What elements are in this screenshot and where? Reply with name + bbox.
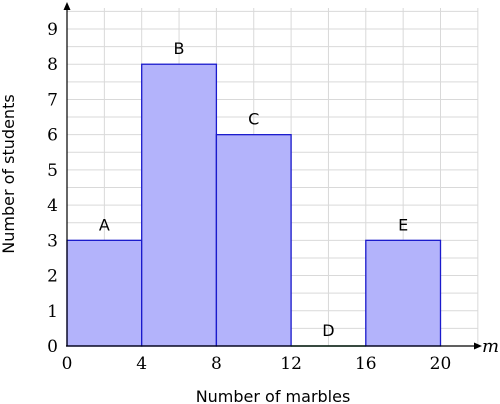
bar-label-b: B bbox=[174, 39, 185, 58]
bar-c bbox=[215, 134, 292, 347]
bars bbox=[66, 63, 442, 347]
y-tick-label: 7 bbox=[47, 90, 58, 110]
bar-a bbox=[66, 239, 143, 347]
y-axis-title: Number of students bbox=[0, 94, 18, 253]
y-tick-label: 9 bbox=[47, 20, 58, 40]
bar-b bbox=[141, 63, 218, 347]
bar-label-d: D bbox=[322, 321, 334, 340]
x-tick-label: 16 bbox=[355, 354, 377, 374]
bar-label-e: E bbox=[398, 215, 408, 234]
y-tick-label: 3 bbox=[47, 231, 58, 251]
x-tick-label: 12 bbox=[280, 354, 302, 374]
bar-e bbox=[365, 239, 442, 347]
y-tick-label: 1 bbox=[47, 302, 58, 322]
x-tick-labels: 0 4 8 12 16 20 bbox=[62, 354, 452, 374]
x-tick-label: 4 bbox=[136, 354, 147, 374]
bar-label-c: C bbox=[248, 110, 259, 129]
y-tick-label: 0 bbox=[47, 337, 58, 357]
y-tick-label: 8 bbox=[47, 55, 58, 75]
x-variable-label: m bbox=[482, 336, 499, 357]
axes bbox=[63, 2, 482, 350]
x-axis-title: Number of marbles bbox=[196, 387, 351, 404]
y-tick-label: 4 bbox=[47, 196, 58, 216]
bar-label-a: A bbox=[99, 215, 110, 234]
y-axis-arrowhead bbox=[63, 2, 71, 10]
x-tick-label: 20 bbox=[430, 354, 452, 374]
y-tick-label: 2 bbox=[47, 267, 58, 287]
y-tick-label: 5 bbox=[47, 161, 58, 181]
y-tick-labels: 0 1 2 3 4 5 6 7 8 9 bbox=[47, 20, 58, 357]
y-tick-label: 6 bbox=[47, 126, 58, 146]
bar-labels: A B C D E bbox=[99, 39, 408, 340]
x-axis-arrowhead bbox=[474, 342, 482, 350]
x-tick-label: 0 bbox=[62, 354, 73, 374]
x-tick-label: 8 bbox=[211, 354, 222, 374]
